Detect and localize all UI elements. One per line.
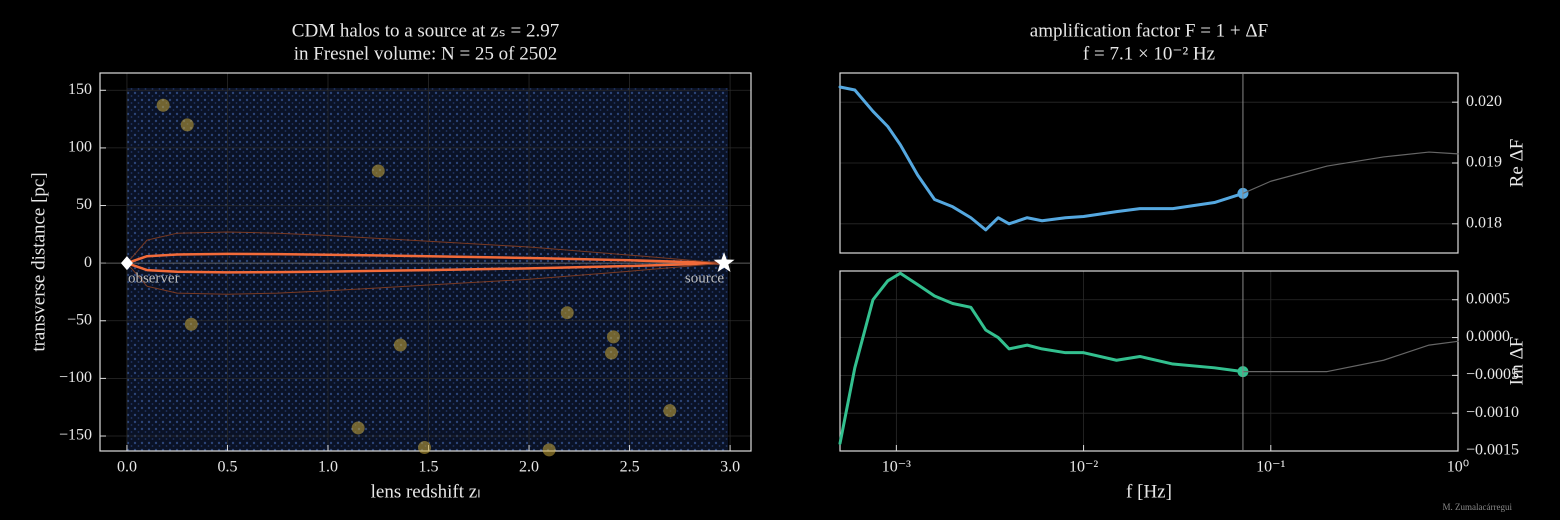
halo xyxy=(417,441,431,455)
y-tick-label: 150 xyxy=(68,81,92,98)
chart-title: amplification factor F = 1 + ΔF xyxy=(1030,20,1268,41)
x-tick-label: 10⁰ xyxy=(1447,459,1469,476)
y-tick-label: 0.018 xyxy=(1466,214,1502,231)
x-tick-label: 3.0 xyxy=(720,459,740,476)
halo xyxy=(156,98,170,112)
x-axis-label: lens redshift zₗ xyxy=(371,481,481,502)
y-tick-label: −0.0015 xyxy=(1466,442,1519,459)
x-tick-label: 10⁻³ xyxy=(882,459,911,476)
y-tick-label: 0.0005 xyxy=(1466,290,1510,307)
y-tick-label: −100 xyxy=(59,369,92,386)
series-line xyxy=(838,271,1245,445)
source-marker xyxy=(713,252,735,273)
y-tick-label: −0.0010 xyxy=(1466,404,1519,421)
y-tick-label: 0.020 xyxy=(1466,93,1502,110)
fresnel-curve xyxy=(126,231,725,264)
x-tick-label: 10⁻² xyxy=(1069,459,1098,476)
halo xyxy=(542,443,556,457)
y-axis-label: transverse distance [pc] xyxy=(28,172,49,351)
observer-marker xyxy=(120,256,133,271)
chart-title: f = 7.1 × 10⁻² Hz xyxy=(1083,43,1215,64)
plot-frame xyxy=(839,72,1459,254)
halo xyxy=(606,330,620,344)
series-line xyxy=(1242,151,1459,195)
fresnel-curve xyxy=(126,252,725,265)
halo xyxy=(184,317,198,331)
series-line xyxy=(1242,340,1459,373)
marker-label: observer xyxy=(128,271,180,287)
chart-title: in Fresnel volume: N = 25 of 2502 xyxy=(294,43,558,64)
y-axis-label: Im ΔF xyxy=(1506,337,1527,386)
y-tick-label: −0.0005 xyxy=(1466,366,1519,383)
fresnel-curve xyxy=(126,261,725,274)
halo xyxy=(663,404,677,418)
y-tick-label: 0.019 xyxy=(1466,154,1502,171)
x-axis-label: f [Hz] xyxy=(1126,481,1172,502)
halo xyxy=(371,164,385,178)
marker-label: source xyxy=(685,271,724,287)
halo xyxy=(604,346,618,360)
credit: M. Zumalacárregui xyxy=(1443,502,1513,512)
y-tick-label: 100 xyxy=(68,139,92,156)
fresnel-curve xyxy=(126,262,725,295)
halo xyxy=(351,421,365,435)
x-tick-label: 2.5 xyxy=(620,459,640,476)
x-tick-label: 0.5 xyxy=(217,459,237,476)
y-tick-label: 0 xyxy=(84,254,92,271)
y-tick-label: 0.0000 xyxy=(1466,328,1510,345)
x-tick-label: 1.5 xyxy=(419,459,439,476)
halo xyxy=(393,338,407,352)
chart-title: CDM halos to a source at zₛ = 2.97 xyxy=(292,20,559,41)
y-tick-label: −150 xyxy=(59,427,92,444)
x-tick-label: 1.0 xyxy=(318,459,338,476)
x-tick-label: 10⁻¹ xyxy=(1256,459,1285,476)
y-tick-label: −50 xyxy=(67,311,92,328)
y-axis-label: Re ΔF xyxy=(1506,139,1527,188)
series-line xyxy=(838,85,1245,232)
x-tick-label: 0.0 xyxy=(117,459,137,476)
plot-frame xyxy=(839,270,1459,452)
halo xyxy=(560,306,574,320)
x-tick-label: 2.0 xyxy=(519,459,539,476)
halo xyxy=(180,118,194,132)
y-tick-label: 50 xyxy=(76,196,92,213)
